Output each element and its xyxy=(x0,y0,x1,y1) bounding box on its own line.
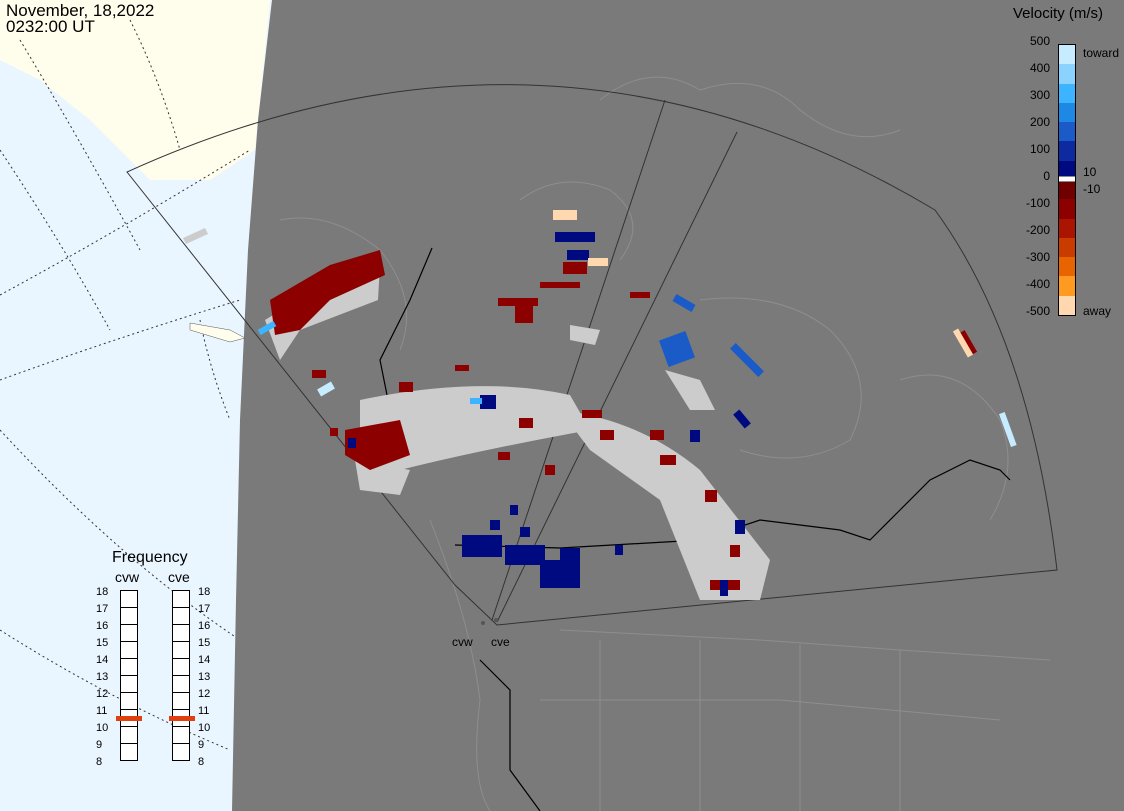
velocity-cells xyxy=(257,210,1017,625)
velocity-color-step xyxy=(1059,276,1075,297)
velocity-color-step xyxy=(1059,83,1075,104)
velocity-zero-band xyxy=(1059,176,1075,182)
frequency-grid-line xyxy=(121,607,137,608)
velocity-colorbar xyxy=(1058,44,1076,316)
frequency-level-label-left: 12 xyxy=(96,688,109,700)
radar-label-cve: cve xyxy=(491,635,510,649)
frequency-marker xyxy=(169,716,195,722)
radar-label-cvw: cvw xyxy=(452,635,473,649)
time-label: 0232:00 UT xyxy=(6,17,95,36)
frequency-level-label-left: 11 xyxy=(96,705,108,717)
frequency-level-label-right: 15 xyxy=(198,637,211,649)
velocity-color-step xyxy=(1059,122,1075,142)
frequency-grid-line xyxy=(121,624,137,625)
velocity-color-step xyxy=(1059,199,1075,220)
velocity-tick-label: 400 xyxy=(1029,61,1050,75)
frequency-grid-line xyxy=(173,760,189,761)
scatter-band-1 xyxy=(360,386,590,480)
velocity-tick-label: 500 xyxy=(1029,34,1050,48)
frequency-grid-line xyxy=(173,607,189,608)
velocity-label-toward: toward xyxy=(1083,46,1120,60)
frequency-level-label-left: 9 xyxy=(96,739,103,751)
frequency-level-label-right: 8 xyxy=(198,756,205,768)
velocity-tick-label: -200 xyxy=(1025,223,1050,237)
frequency-grid-line xyxy=(121,726,137,727)
scatter-band-2 xyxy=(560,410,770,600)
scatter-band-7 xyxy=(183,228,208,244)
velocity-label-away: away xyxy=(1083,304,1112,318)
velocity-color-step xyxy=(1059,295,1075,316)
frequency-level-label-left: 10 xyxy=(96,722,109,734)
frequency-radar-cvw-label: cvw xyxy=(115,569,140,585)
frequency-radar-cve-label: cve xyxy=(168,569,190,585)
velocity-color-step xyxy=(1059,237,1075,258)
velocity-label-neg: -10 xyxy=(1083,182,1101,196)
frequency-grid-line xyxy=(121,692,137,693)
frequency-level-label-right: 14 xyxy=(198,654,211,666)
velocity-color-step xyxy=(1059,218,1075,239)
frequency-grid-line xyxy=(121,641,137,642)
radar-site-cve xyxy=(494,618,498,622)
frequency-grid-line xyxy=(173,641,189,642)
island-outline xyxy=(189,322,246,343)
land-area xyxy=(232,0,1124,811)
frequency-grid-line xyxy=(121,675,137,676)
velocity-color-step xyxy=(1059,257,1075,277)
scatter-band-5 xyxy=(665,370,715,410)
frequency-level-label-left: 15 xyxy=(96,637,109,649)
frequency-level-label-right: 11 xyxy=(198,705,210,717)
frequency-grid-line xyxy=(121,658,137,659)
frequency-grid-line xyxy=(173,709,189,710)
radar-site-cvw xyxy=(481,621,485,625)
velocity-tick-label: 0 xyxy=(1043,169,1050,183)
frequency-level-label-left: 16 xyxy=(96,620,109,632)
frequency-grid-line xyxy=(173,726,189,727)
frequency-grid-line xyxy=(173,692,189,693)
frequency-grid-line xyxy=(121,709,137,710)
frequency-level-label-right: 17 xyxy=(198,603,211,615)
velocity-color-step xyxy=(1059,160,1075,181)
velocity-tick-label: 300 xyxy=(1029,88,1050,102)
date-label: November, 18,2022 xyxy=(6,1,155,20)
frequency-level-label-right: 16 xyxy=(198,620,211,632)
frequency-marker xyxy=(116,716,142,722)
frequency-level-label-left: 14 xyxy=(96,654,109,666)
frequency-grid-line xyxy=(173,675,189,676)
velocity-tick-label: 100 xyxy=(1029,142,1050,156)
velocity-color-step xyxy=(1059,180,1075,200)
frequency-level-label-left: 17 xyxy=(96,603,109,615)
velocity-tick-label: -100 xyxy=(1025,196,1050,210)
frequency-level-label-left: 8 xyxy=(96,756,103,768)
coastlines xyxy=(279,76,1051,811)
velocity-color-step xyxy=(1059,141,1075,162)
velocity-tick-label: 200 xyxy=(1029,115,1050,129)
frequency-grid-line xyxy=(173,743,189,744)
velocity-tick-label: -300 xyxy=(1025,250,1050,264)
frequency-grid-line xyxy=(121,743,137,744)
frequency-level-label-right: 9 xyxy=(198,739,205,751)
frequency-level-label-right: 18 xyxy=(198,586,211,598)
velocity-color-step xyxy=(1059,64,1075,85)
frequency-level-label-left: 13 xyxy=(96,671,109,683)
frequency-grid-line xyxy=(121,760,137,761)
frequency-level-label-left: 18 xyxy=(96,586,109,598)
sunlit-land-area xyxy=(0,0,270,180)
velocity-color-step xyxy=(1059,102,1075,123)
velocity-color-step xyxy=(1059,45,1075,65)
velocity-tick-label: -500 xyxy=(1025,304,1050,318)
frequency-grid-line xyxy=(173,624,189,625)
scatter-band-6 xyxy=(570,325,600,345)
frequency-bar-cvw xyxy=(120,590,138,761)
frequency-level-label-right: 12 xyxy=(198,688,211,700)
velocity-label-pos: 10 xyxy=(1083,165,1097,179)
velocity-legend-title: Velocity (m/s) xyxy=(1013,5,1104,22)
frequency-title: Frequency xyxy=(112,549,188,566)
frequency-grid-line xyxy=(173,658,189,659)
frequency-level-label-right: 10 xyxy=(198,722,211,734)
frequency-bar-cve xyxy=(172,590,190,761)
frequency-level-label-right: 13 xyxy=(198,671,211,683)
velocity-tick-label: -400 xyxy=(1025,277,1050,291)
